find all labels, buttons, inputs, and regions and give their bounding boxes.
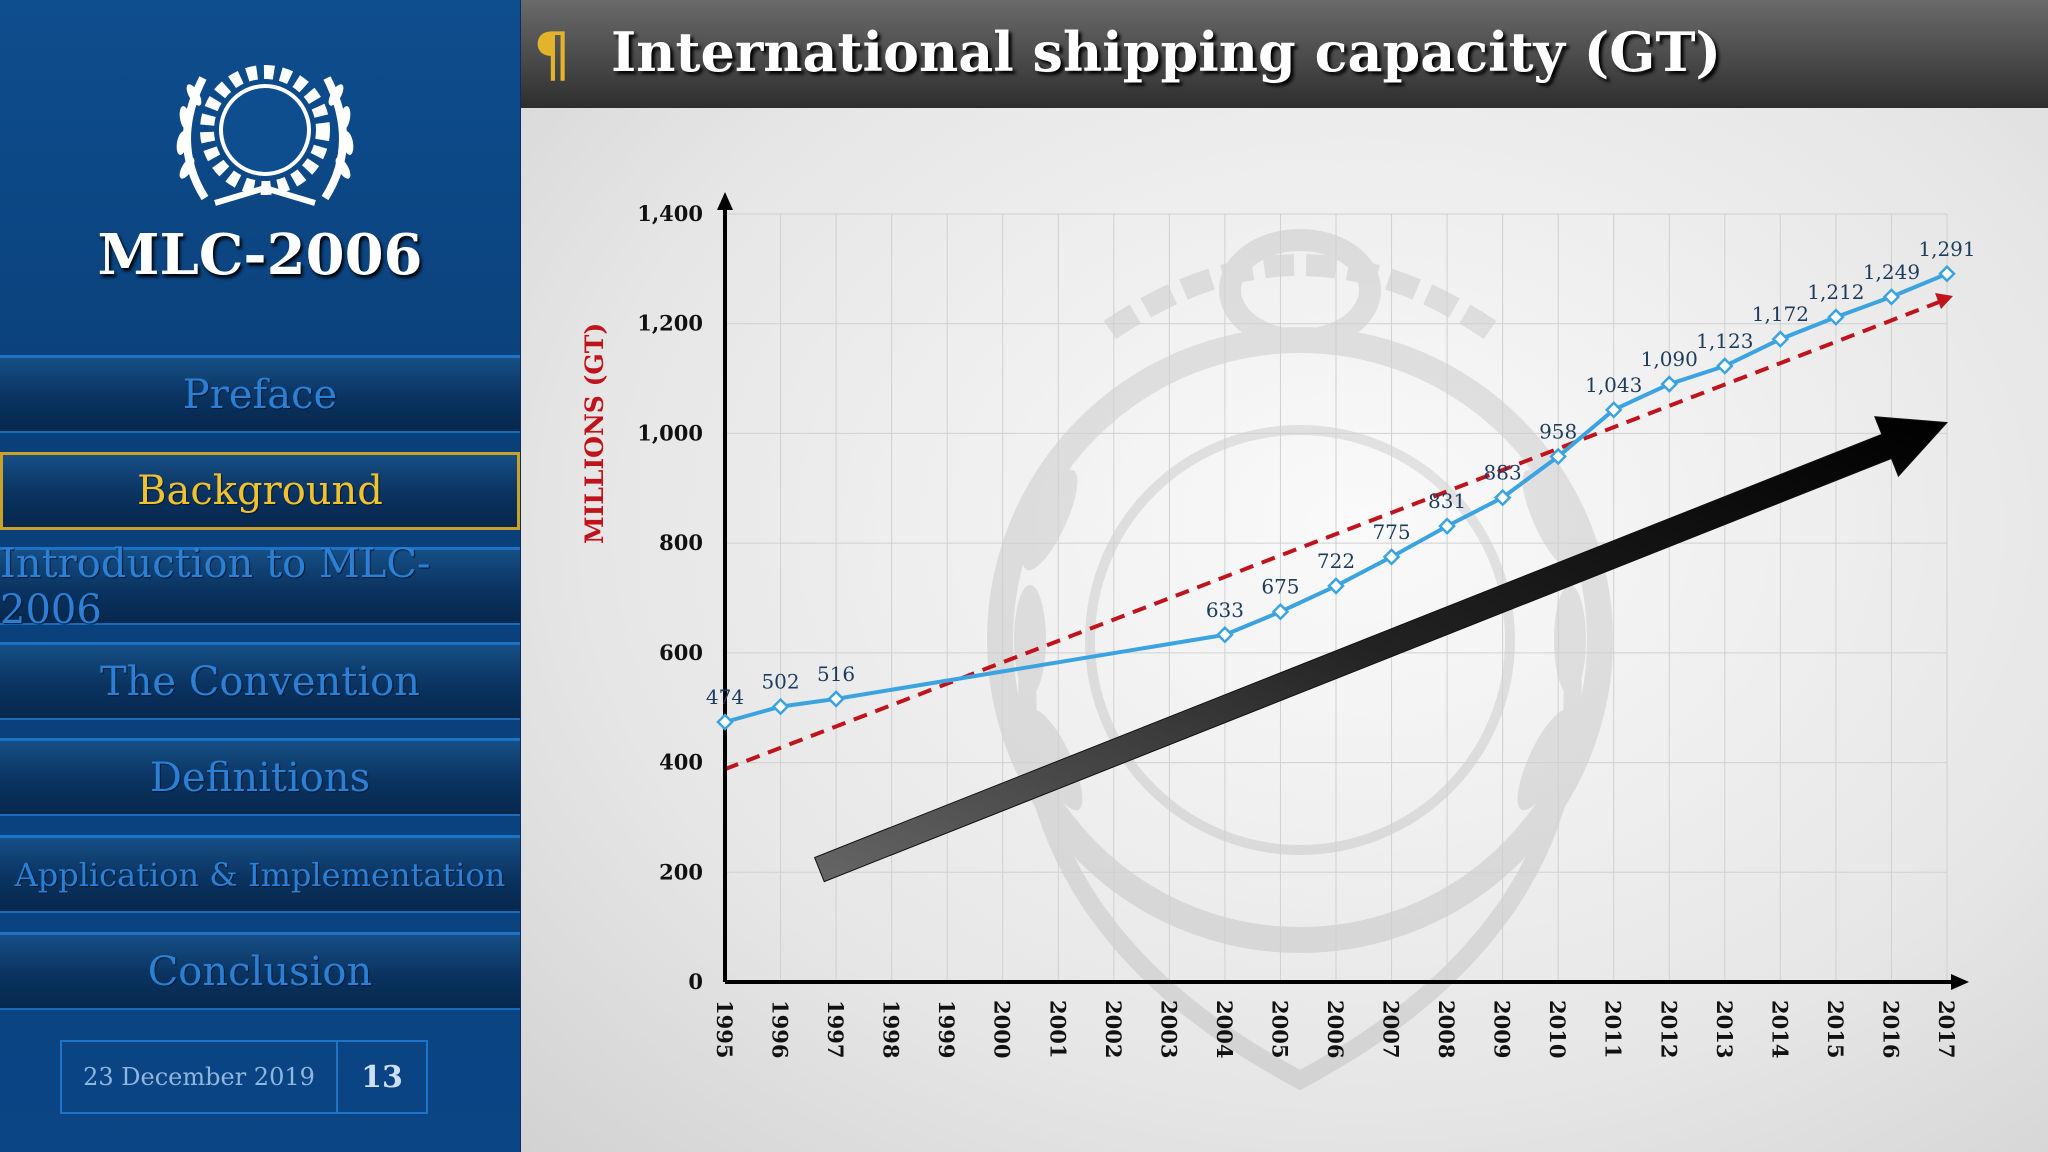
data-point (1216, 625, 1234, 644)
nav-background[interactable]: Background (0, 452, 520, 530)
data-label: 633 (1206, 598, 1244, 622)
nav-preface[interactable]: Preface (0, 355, 520, 433)
data-label: 675 (1261, 575, 1299, 599)
data-label: 502 (761, 670, 799, 694)
trend-line (724, 297, 1948, 772)
data-label: 1,043 (1585, 373, 1642, 397)
ilo-logo (176, 65, 354, 206)
y-tick-label: 400 (659, 750, 703, 775)
data-point (827, 690, 845, 708)
data-point (1660, 375, 1679, 393)
x-tick-label: 2014 (1767, 1000, 1792, 1058)
chart-area (521, 108, 2048, 1152)
x-tick-label: 1995 (712, 1000, 737, 1058)
data-label: 883 (1484, 461, 1522, 485)
y-tick-label: 0 (688, 969, 703, 994)
data-point (1771, 330, 1790, 348)
slide-footer: 23 December 2019 13 (60, 1040, 428, 1114)
x-tick-label: 2010 (1545, 1000, 1570, 1058)
data-point (1827, 308, 1845, 326)
x-tick-label: 2005 (1267, 1000, 1292, 1058)
data-point (1382, 548, 1401, 566)
y-axis-label: MILLIONS (GT) (580, 323, 609, 544)
x-tick-label: 2011 (1601, 1000, 1626, 1058)
x-tick-label: 2004 (1212, 1000, 1237, 1058)
data-label: 1,249 (1863, 260, 1920, 284)
y-tick-label: 1,400 (637, 201, 703, 226)
data-point (771, 697, 790, 716)
y-tick-label: 1,200 (637, 311, 703, 336)
data-point (1438, 517, 1456, 535)
x-axis-arrowhead (1951, 974, 1969, 990)
data-point (716, 713, 734, 731)
trend-arrow (813, 416, 1949, 883)
nav-application-implementation[interactable]: Application & Implementation (0, 835, 520, 913)
x-tick-label: 1998 (879, 1000, 904, 1058)
nav-the-convention[interactable]: The Convention (0, 642, 520, 720)
data-point (1271, 602, 1290, 621)
data-label: 1,172 (1752, 302, 1809, 326)
x-tick-label: 2001 (1045, 1000, 1070, 1058)
x-tick-label: 1999 (934, 1000, 959, 1058)
data-label: 1,123 (1696, 329, 1753, 353)
x-tick-label: 2017 (1934, 1000, 1959, 1058)
y-tick-label: 800 (659, 530, 703, 555)
data-point (1938, 265, 1956, 283)
data-label: 1,291 (1918, 237, 1975, 261)
data-label: 474 (706, 685, 744, 709)
x-tick-label: 2007 (1379, 1000, 1404, 1058)
x-tick-label: 2013 (1712, 1000, 1737, 1058)
slide-date: 23 December 2019 (62, 1042, 338, 1112)
sidebar: MLC-2006 Preface Background Introduction… (0, 0, 522, 1152)
x-tick-label: 2006 (1323, 1000, 1348, 1058)
nav-introduction[interactable]: Introduction to MLC-2006 (0, 541, 520, 633)
data-point (1604, 401, 1623, 419)
data-label: 722 (1317, 549, 1355, 573)
y-tick-label: 1,000 (637, 420, 703, 445)
slide-title: International shipping capacity (GT) (611, 20, 1722, 84)
x-tick-label: 2015 (1823, 1000, 1848, 1058)
data-label: 831 (1428, 489, 1466, 513)
x-tick-label: 2003 (1156, 1000, 1181, 1058)
y-axis-arrowhead (717, 192, 733, 210)
data-point (1882, 288, 1901, 306)
nav-conclusion[interactable]: Conclusion (0, 932, 520, 1010)
y-tick-label: 200 (659, 859, 703, 884)
data-label: 958 (1539, 419, 1577, 443)
x-tick-label: 2012 (1656, 1000, 1681, 1058)
trend-line-head (1935, 293, 1953, 310)
data-label: 1,212 (1807, 280, 1864, 304)
data-point (1716, 357, 1734, 375)
x-tick-label: 2002 (1101, 1000, 1126, 1058)
page-number: 13 (361, 1059, 403, 1095)
x-tick-label: 2000 (990, 1000, 1015, 1058)
data-point (1493, 488, 1512, 507)
x-tick-label: 1996 (768, 1000, 793, 1058)
x-tick-label: 1997 (823, 1000, 848, 1058)
x-tick-label: 2009 (1490, 1000, 1515, 1058)
data-label: 775 (1372, 520, 1410, 544)
data-point (1549, 447, 1567, 466)
x-tick-label: 2016 (1878, 1000, 1903, 1058)
brand-title: MLC-2006 (97, 222, 423, 288)
data-label: 1,090 (1641, 347, 1698, 371)
title-bar: ¶ International shipping capacity (GT) (521, 0, 2048, 108)
pilcrow-icon: ¶ (533, 20, 572, 90)
nav-definitions[interactable]: Definitions (0, 738, 520, 816)
data-point (1327, 577, 1345, 595)
y-tick-label: 600 (659, 640, 703, 665)
data-label: 516 (817, 662, 855, 686)
x-tick-label: 2008 (1434, 1000, 1459, 1058)
